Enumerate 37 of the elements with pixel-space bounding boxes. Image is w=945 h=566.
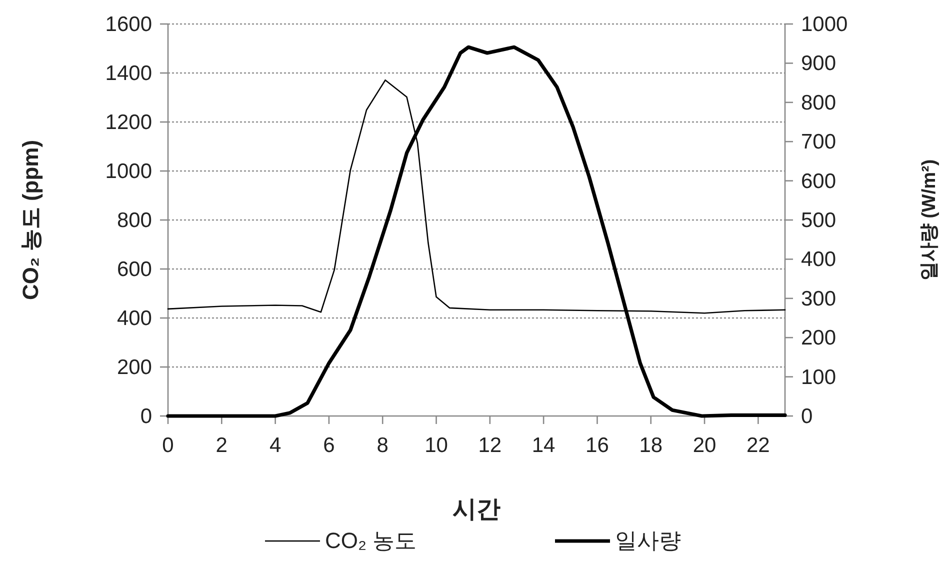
y-tick-label: 600 <box>116 258 152 281</box>
x-tick-label: 16 <box>586 434 609 457</box>
y-tick-label: 0 <box>140 405 152 428</box>
x-tick-label: 6 <box>323 434 335 457</box>
x-tick-label: 12 <box>478 434 502 457</box>
x-tick-label: 22 <box>746 434 770 457</box>
y-axis-title: CO₂ 농도 (ppm) <box>18 140 43 300</box>
y2-tick-label: 600 <box>801 170 836 193</box>
x-axis-title: 시간 <box>452 496 500 523</box>
y-tick-label: 1600 <box>105 13 152 36</box>
x-tick-label: 0 <box>162 434 174 457</box>
y2-tick-label: 1000 <box>801 13 848 36</box>
y-tick-label: 400 <box>116 307 152 330</box>
x-tick-label: 20 <box>692 434 716 457</box>
y2-tick-label: 200 <box>801 326 836 350</box>
y2-tick-label: 700 <box>801 130 836 154</box>
y-tick-label: 200 <box>116 356 152 379</box>
x-tick-label: 18 <box>639 434 663 457</box>
y2-tick-label: 300 <box>801 287 836 310</box>
x-tick-label: 2 <box>216 434 228 457</box>
y2-axis-title: 일사량 (W/m²) <box>919 159 940 281</box>
x-tick-label: 14 <box>532 434 556 457</box>
y2-tick-label: 400 <box>801 248 836 272</box>
y-tick-label: 1200 <box>105 111 152 134</box>
x-tick-label: 8 <box>376 434 388 457</box>
legend-label: 일사량 <box>615 528 681 553</box>
y2-tick-label: 800 <box>801 91 836 114</box>
y2-tick-label: 900 <box>801 52 836 76</box>
y-tick-label: 1000 <box>105 160 152 183</box>
x-tick-label: 10 <box>424 434 448 457</box>
y-tick-label: 800 <box>116 209 152 232</box>
y2-tick-label: 100 <box>801 366 836 389</box>
x-tick-label: 4 <box>269 434 282 457</box>
y2-tick-label: 0 <box>801 405 813 428</box>
y-tick-label: 1400 <box>105 62 152 85</box>
legend-label: CO₂ 농도 <box>325 528 417 553</box>
y2-tick-label: 500 <box>801 209 836 232</box>
